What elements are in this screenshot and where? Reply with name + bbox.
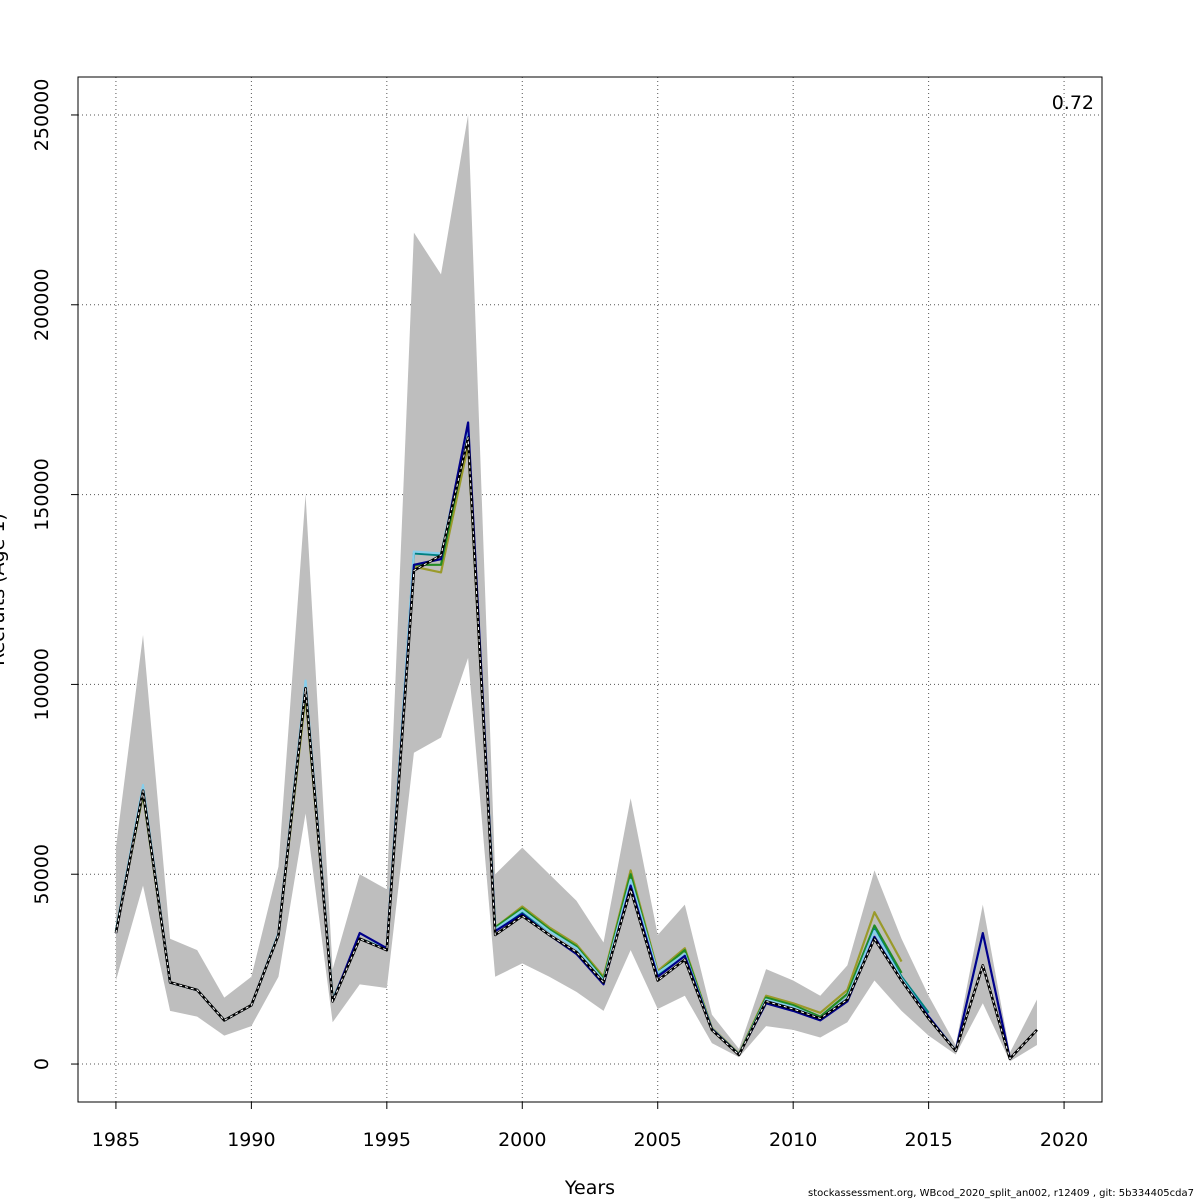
x-tick-label: 2005 (634, 1129, 682, 1151)
confidence-band (115, 114, 1037, 1062)
footer-credit: stockassessment.org, WBcod_2020_split_an… (808, 1188, 1194, 1199)
x-tick-label: 2000 (498, 1129, 546, 1151)
series-lines (114, 421, 1038, 1061)
corner-label: 0.72 (1052, 92, 1094, 114)
x-tick-label: 2015 (904, 1129, 952, 1151)
y-tick-label: 250000 (31, 79, 53, 152)
y-tick-label: 0 (31, 1058, 53, 1070)
y-tick-label: 200000 (31, 269, 53, 342)
x-tick-label: 1995 (363, 1129, 411, 1151)
y-tick-label: 100000 (31, 648, 53, 721)
confidence-band-area (115, 114, 1037, 1062)
y-tick-label: 50000 (31, 844, 53, 904)
x-tick-label: 2020 (1040, 1129, 1088, 1151)
grid-lines (78, 77, 1102, 1102)
y-tick-label: 150000 (31, 458, 53, 531)
y-axis-title: Recruits (Age 1) (0, 513, 9, 666)
x-tick-label: 1990 (227, 1129, 275, 1151)
series-line-base-dash (115, 437, 1038, 1060)
y-axis: 0 50000 100000 150000 200000 250000 (31, 79, 78, 1070)
plot-frame (77, 76, 1103, 1103)
x-axis: 1985 1990 1995 2000 2005 2010 2015 2020 (92, 1102, 1088, 1151)
x-tick-label: 1985 (92, 1129, 140, 1151)
x-tick-label: 2010 (769, 1129, 817, 1151)
x-axis-title: Years (564, 1177, 615, 1199)
